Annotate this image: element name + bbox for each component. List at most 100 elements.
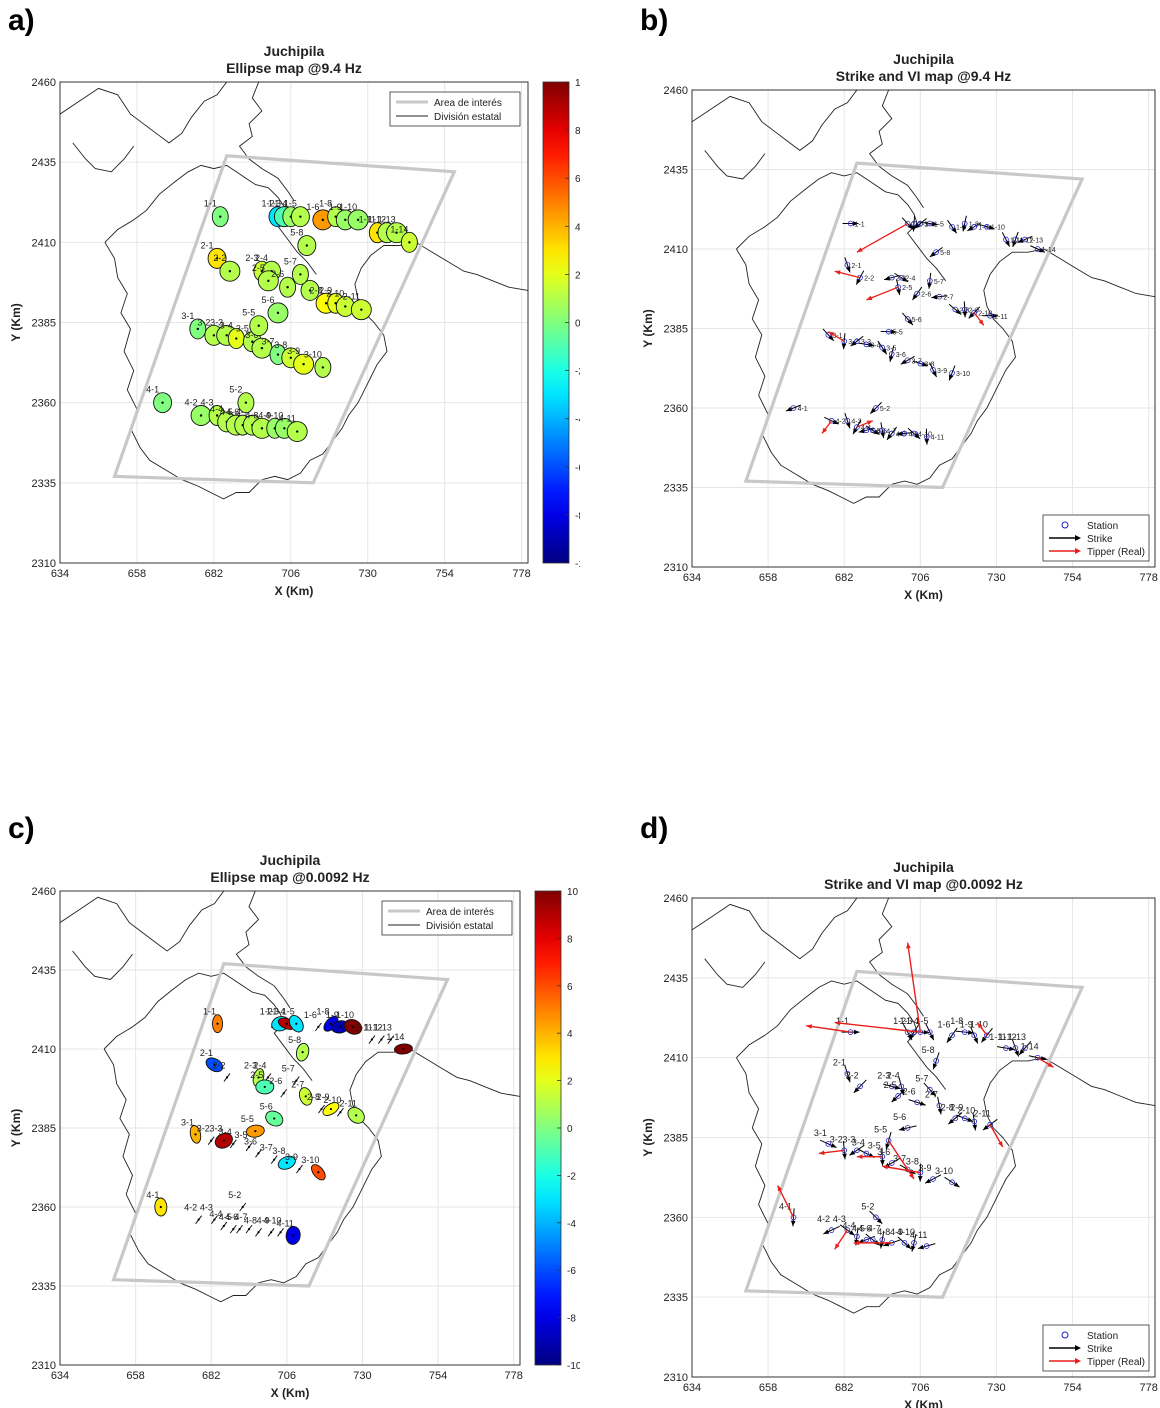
station-marker [873, 405, 879, 411]
station-marker [885, 328, 892, 335]
strike-arrow-head [845, 422, 851, 429]
strike-arrow-head [948, 374, 954, 381]
strike-arrow-head [856, 278, 861, 285]
station-label: 4-3 [833, 1214, 846, 1224]
panel-c-colorbar-tick-label: -8 [567, 1314, 576, 1325]
tipper-arrow-head [1047, 1062, 1054, 1068]
panel-c-ytick-label: 2410 [32, 1044, 56, 1056]
station-marker [933, 249, 939, 255]
station-label: 3-6 [244, 1136, 257, 1146]
station-marker [936, 293, 943, 300]
strike-arrow-head [982, 1124, 989, 1131]
panel-b-ytick-label: 2435 [664, 165, 688, 177]
station-label: 2-9 [319, 285, 332, 295]
station-marker [927, 1029, 933, 1035]
strike-arrow-head [842, 1153, 847, 1160]
station-marker [879, 1236, 886, 1243]
station-dot [244, 401, 248, 404]
station-dot [241, 1205, 244, 1209]
panel-d-area-interes [743, 969, 1085, 1299]
station-dot [222, 1139, 225, 1142]
station-label: 4-10 [897, 1227, 915, 1237]
station-dot [266, 1076, 270, 1079]
station-label: 1-14 [1042, 247, 1056, 254]
station-marker [869, 1236, 876, 1243]
station-marker [863, 341, 870, 348]
panel-d-legend-station-marker [1061, 1331, 1069, 1339]
station-label: 3-10 [301, 1155, 319, 1165]
panel-b-xtick-label: 754 [1063, 572, 1081, 584]
station-label: 4-7 [868, 1224, 881, 1234]
panel-c-axes: 634 658 682 706 730 754 778 2310 2335 2360 2385 241… [9, 852, 523, 1400]
panel-c-colorbar-tick-label: -6 [567, 1266, 576, 1277]
station-label: 3-6 [245, 330, 258, 340]
station-label: 3-5 [236, 324, 249, 334]
station-marker [898, 274, 905, 281]
strike-arrow-head [896, 431, 903, 437]
panel-d-axes: 634 658 682 706 730 754 778 2310 2335 2360 2385 241… [641, 859, 1158, 1408]
station-label: 1-12 [998, 1032, 1016, 1042]
station-label: 5-6 [261, 295, 274, 305]
station-marker [857, 1083, 863, 1090]
strike-arrow-head [972, 1124, 978, 1131]
station-label: 5-5 [874, 1125, 887, 1135]
station-marker [847, 220, 854, 227]
station-marker [914, 1099, 920, 1106]
strike-arrow-head [953, 1182, 960, 1188]
strike-arrow-head [900, 359, 907, 365]
station-label: 2-7 [925, 1090, 938, 1100]
station-label: 1-5 [284, 199, 297, 209]
station-label: 1-6 [938, 1019, 951, 1029]
station-marker [888, 1160, 895, 1166]
station-label: 1-12 [364, 1023, 382, 1033]
station-dot [228, 269, 232, 273]
station-label: 1-1 [855, 222, 865, 229]
station-dot [254, 1130, 257, 1133]
tipper-arrow-head [806, 1024, 812, 1029]
panel-c-area-interes [111, 962, 450, 1288]
station-dot [276, 353, 280, 356]
panel-c-state-division [103, 972, 313, 1081]
station-marker [1012, 236, 1019, 243]
station-label: 2-2 [864, 276, 874, 283]
strike-arrow-head [1017, 238, 1024, 243]
station-label: 2-9 [316, 1092, 329, 1102]
panel-a-colorbar-tick-label: 6 [575, 174, 580, 185]
panel-a-colorbar-tick-label: 8 [575, 126, 580, 137]
panel-c-xtick-label: 682 [202, 1370, 220, 1382]
panel-a-legend-box [389, 91, 521, 127]
station-label: 2-6 [903, 1086, 916, 1096]
station-marker [879, 427, 886, 434]
station-marker [854, 338, 860, 345]
station-label: 1-10 [991, 225, 1005, 232]
station-label: 1-13 [378, 215, 396, 225]
station-dot [339, 1111, 342, 1114]
tipper-arrow-head [828, 331, 835, 337]
station-label: 3-8 [272, 1146, 285, 1156]
station-dot [269, 1231, 273, 1234]
station-label: 2-11 [994, 314, 1008, 321]
strike-arrow-head [931, 294, 938, 300]
station-marker [828, 1227, 835, 1233]
station-label: 3-8 [906, 1157, 919, 1167]
station-label: 4-9 [257, 1215, 270, 1225]
chart-panel-a: 634 658 682 706 730 754 7782310233523602385241… [9, 43, 580, 598]
station-label: 4-3 [201, 397, 214, 407]
station-label: 1-2 [261, 199, 274, 209]
panel-d-ytick-label: 2335 [664, 1292, 688, 1304]
station-dot [263, 1085, 266, 1089]
station-dot [260, 427, 264, 430]
panel-d-ytick-label: 2410 [664, 1053, 688, 1065]
station-dot [344, 218, 347, 222]
station-dot [305, 244, 309, 247]
panel-b-axes: 634 658 682 706 730 754 778 2310 2335 2360 2385 241… [641, 51, 1158, 602]
station-label: 3-8 [274, 340, 287, 350]
panel-d-ytick-label: 2360 [664, 1212, 688, 1224]
strike-arrow-head [918, 1244, 924, 1250]
station-marker [825, 1141, 832, 1147]
station-label: 1-13 [1029, 237, 1043, 244]
panel-b-legend-strike-head [1075, 535, 1081, 541]
station-label: 3-3 [210, 317, 223, 327]
station-label: 1-9 [326, 1010, 339, 1020]
panel-d-title-line1: Juchipila [893, 859, 954, 875]
